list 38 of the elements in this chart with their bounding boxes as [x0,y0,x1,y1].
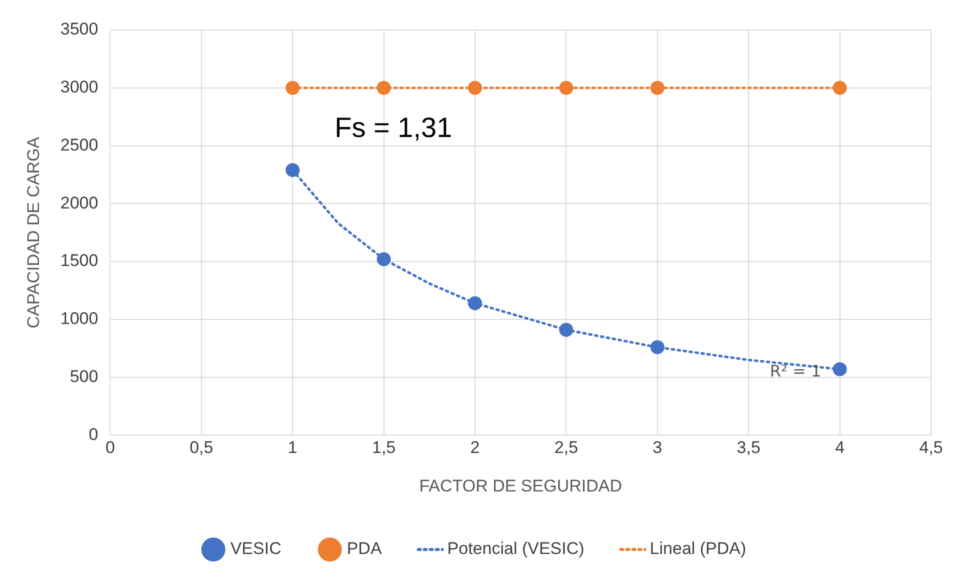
legend-label: Potencial (VESIC) [447,539,584,558]
point [559,322,574,337]
y-tick-label: 2000 [60,193,98,212]
y-tick-label: 3000 [60,78,98,97]
x-tick-label: 4 [835,438,845,458]
x-tick-label: 1 [288,438,298,458]
y-tick-label: 2500 [60,135,98,154]
y-axis-title: CAPACIDAD DE CARGA [24,136,43,328]
x-tick-label: 3,5 [736,438,760,458]
point [832,80,847,95]
legend-label: VESIC [230,539,282,558]
legend-label: PDA [346,539,382,558]
y-tick-label: 1500 [60,251,98,270]
x-tick-label: 2,5 [554,438,578,458]
x-tick-label: 3 [652,438,662,458]
legend-label: Lineal (PDA) [650,539,746,558]
point [832,362,847,376]
annotation: Fs = 1,31 [334,112,452,143]
point [286,80,300,95]
point [650,340,664,354]
annotation: R² = 1 [770,362,822,381]
point [286,163,300,178]
point [559,80,574,95]
x-tick-label: 1,5 [372,438,396,458]
x-tick-label: 4,5 [919,438,943,458]
y-tick-label: 3500 [60,20,98,39]
y-tick-label: 1000 [60,309,98,328]
y-tick-label: 500 [70,367,98,386]
y-tick-label: 0 [88,424,98,444]
point [468,80,482,95]
point [376,80,391,95]
point [650,80,664,95]
x-tick-label: 2 [470,438,480,458]
x-axis-title: FACTOR DE SEGURIDAD [419,476,622,496]
x-tick-label: 0,5 [190,438,214,458]
point [468,296,482,310]
point [376,252,391,266]
x-tick-label: 0 [105,438,115,458]
